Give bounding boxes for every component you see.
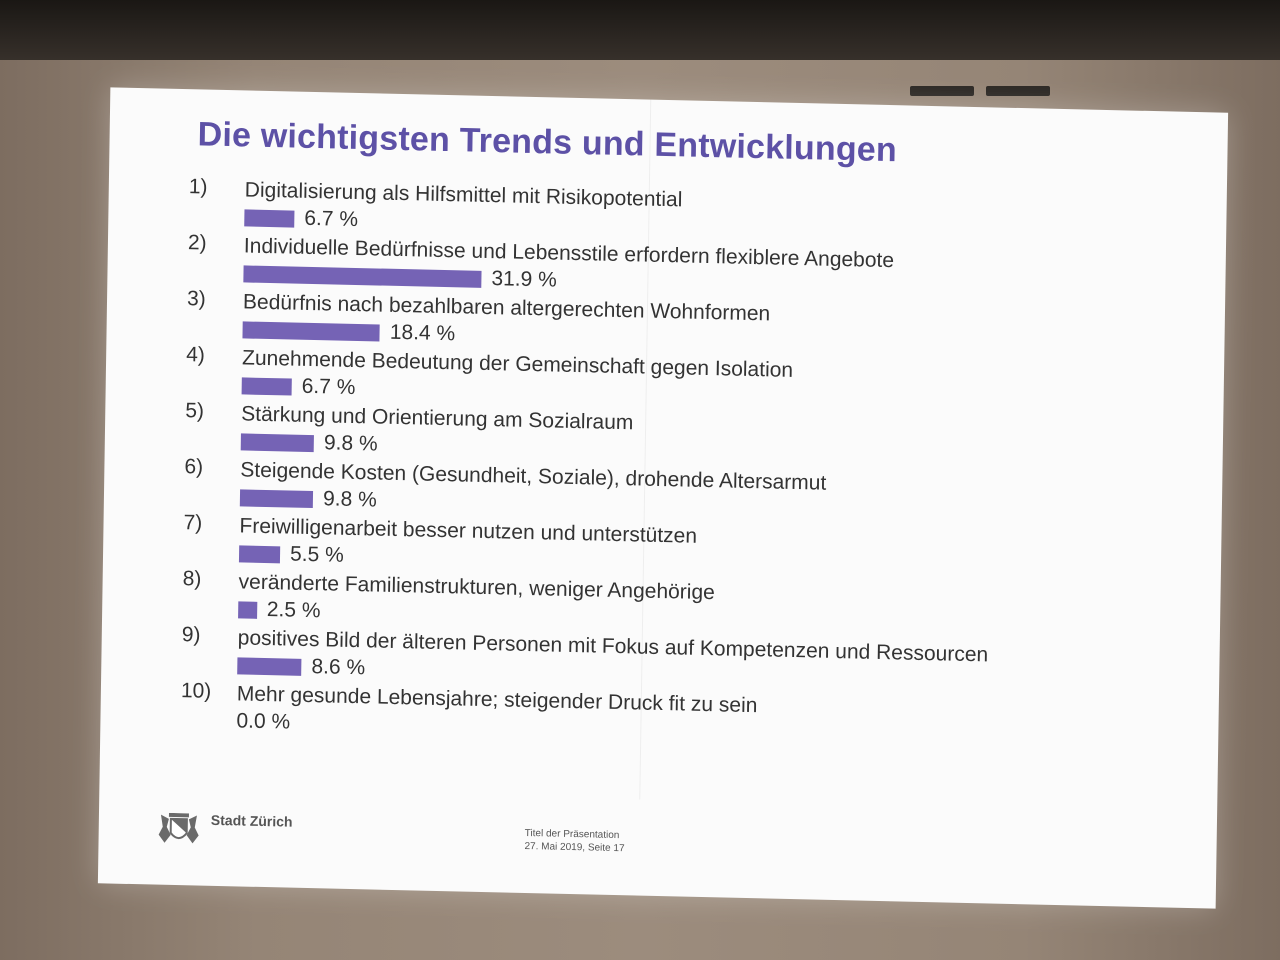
bar <box>241 376 292 396</box>
trend-number: 6) <box>184 455 204 479</box>
trend-number: 1) <box>188 175 208 199</box>
bar <box>239 488 314 508</box>
slide-title: Die wichtigsten Trends und Entwicklungen <box>197 115 898 170</box>
bar <box>238 600 257 619</box>
bar-row: 5.5 % <box>238 542 344 567</box>
bar-value-label: 9.8 % <box>322 487 377 512</box>
organization-name: Stadt Zürich <box>210 811 293 830</box>
bar-value-label: 2.5 % <box>266 598 321 623</box>
trend-number: 2) <box>187 231 207 255</box>
bar-row: 8.6 % <box>237 654 365 679</box>
trend-bar-chart: 1) Digitalisierung als Hilfsmittel mit Ri… <box>180 175 1189 758</box>
bar-row: 2.5 % <box>238 598 321 622</box>
presentation-slide: Die wichtigsten Trends und Entwicklungen… <box>97 87 1229 909</box>
bar-row: 6.7 % <box>244 206 358 231</box>
bar-row: 9.8 % <box>239 486 377 512</box>
trend-number: 4) <box>186 343 206 367</box>
ceiling <box>0 0 1280 70</box>
bar <box>244 208 295 228</box>
ceiling-bracket <box>910 86 974 96</box>
bar-value-label: 31.9 % <box>491 267 557 292</box>
trend-label: Stärkung und Orientierung am Sozialraum <box>241 402 634 435</box>
bar-value-label: 9.8 % <box>323 431 378 456</box>
bar <box>243 264 482 288</box>
bar-row: 18.4 % <box>242 318 455 345</box>
trend-number: 7) <box>183 511 203 535</box>
ceiling-bracket <box>986 86 1050 96</box>
trend-number: 9) <box>181 623 201 647</box>
bar-value-label: 18.4 % <box>389 320 456 346</box>
bar-value-label: 0.0 % <box>236 709 291 734</box>
zurich-coat-of-arms-logo <box>158 812 199 844</box>
bar-value-label: 6.7 % <box>304 206 359 232</box>
bar <box>237 656 302 676</box>
bar-row: 9.8 % <box>240 430 378 456</box>
date-page-footer: 27. Mai 2019, Seite 17 <box>524 840 625 855</box>
trend-number: 10) <box>180 679 212 703</box>
bar-row: 0.0 % <box>236 709 291 734</box>
bar-row: 6.7 % <box>241 374 356 399</box>
bar <box>238 544 281 563</box>
bar <box>240 432 315 452</box>
slide-footer-meta: Titel der Präsentation 27. Mai 2019, Sei… <box>524 827 624 855</box>
trend-number: 8) <box>182 567 202 591</box>
bar-value-label: 6.7 % <box>301 374 356 399</box>
bar <box>242 320 380 342</box>
bar-row: 31.9 % <box>243 262 557 292</box>
trend-number: 5) <box>185 399 205 423</box>
trend-number: 3) <box>186 287 206 311</box>
bar-value-label: 8.6 % <box>311 655 366 680</box>
bar-value-label: 5.5 % <box>289 542 344 567</box>
